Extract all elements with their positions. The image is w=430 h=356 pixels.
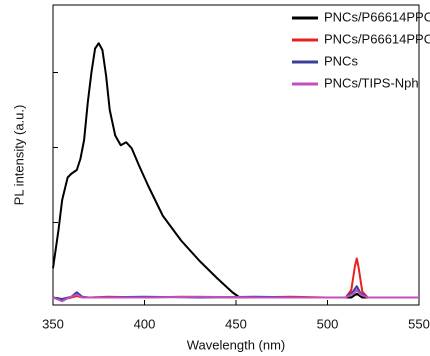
y-axis-label: PL intensity (a.u.) (11, 105, 26, 206)
legend-label: PNCs/TIPS-Nph (324, 75, 419, 90)
plot-frame (52, 4, 420, 306)
x-tick-label: 450 (225, 316, 247, 331)
legend-label: PNCs/P66614PPOS (324, 31, 430, 46)
legend-label: PNCs (324, 53, 358, 68)
x-tick-label: 350 (42, 316, 64, 331)
data-line (52, 257, 419, 301)
x-tick-label: 500 (317, 316, 339, 331)
x-tick-label: 550 (408, 316, 430, 331)
data-line (52, 289, 419, 303)
x-tick-label: 400 (134, 316, 156, 331)
x-axis-label: Wavelength (nm) (187, 337, 286, 352)
legend-label: PNCs/P66614PPOS/TIPS-Nph (324, 9, 430, 24)
